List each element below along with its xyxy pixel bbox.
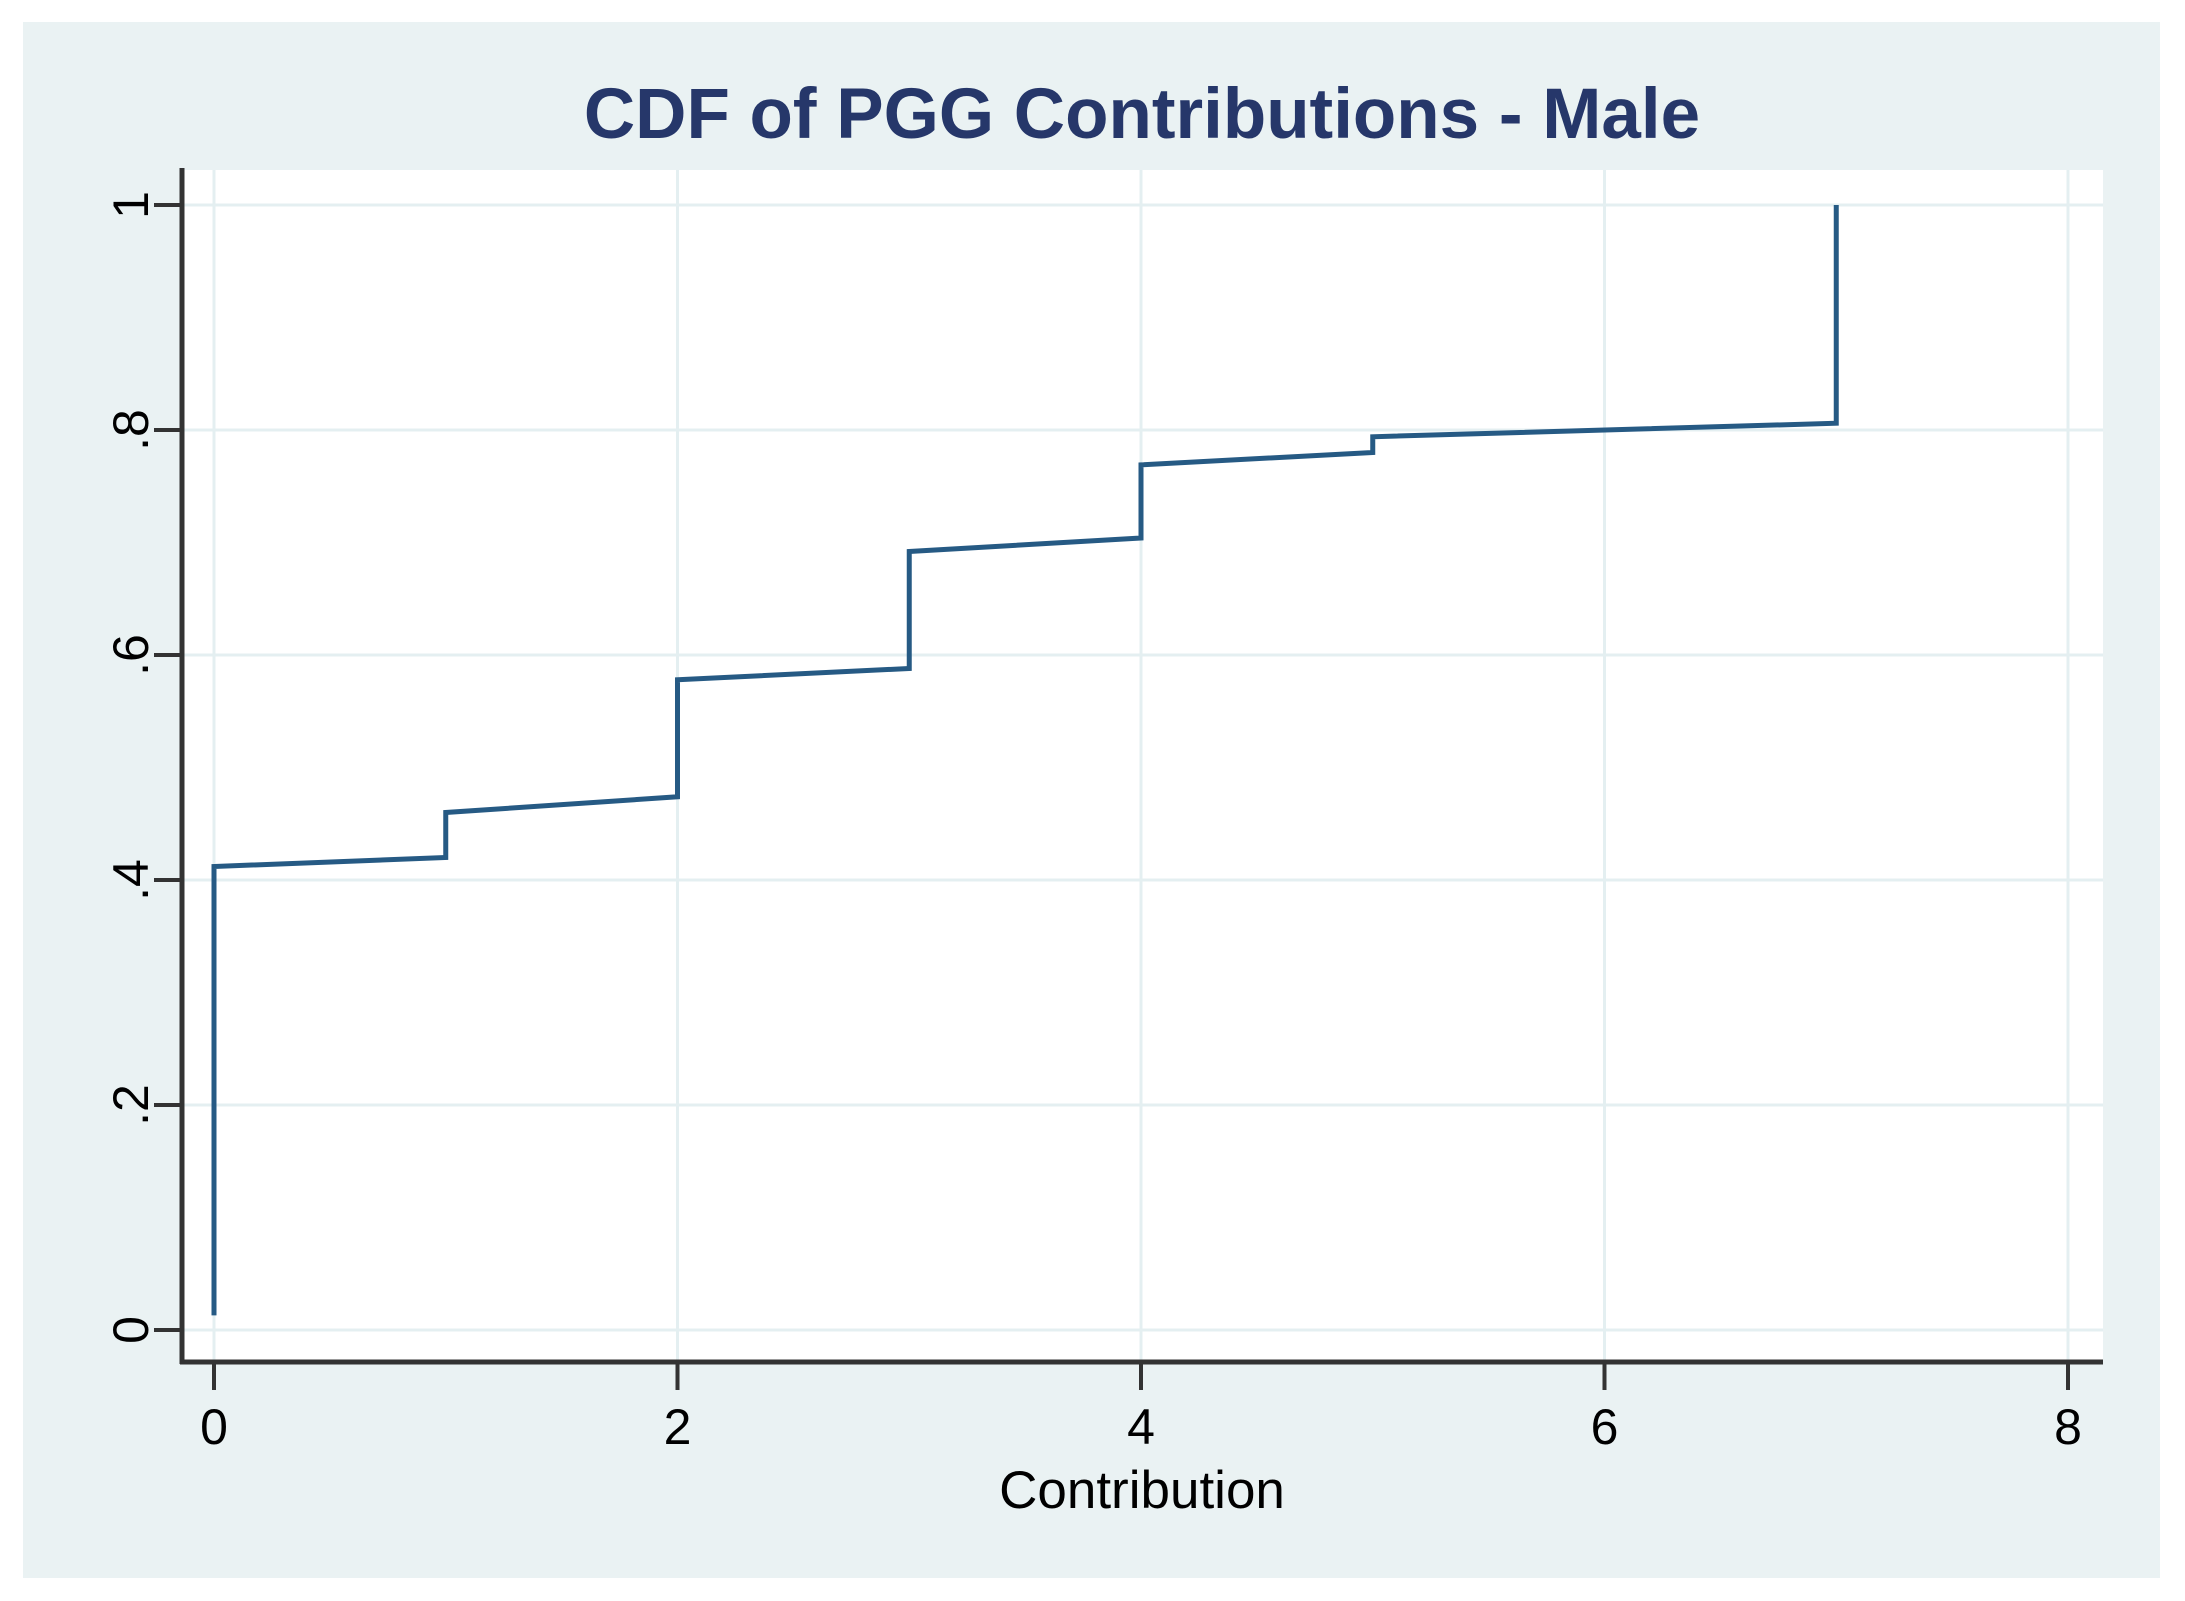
- x-axis-title: Contribution: [999, 1461, 1285, 1520]
- x-tick-label: 8: [2054, 1399, 2082, 1455]
- tick-labels: 0 2 4 6 8 0 .2 .4 .6 .8 1: [103, 191, 2082, 1455]
- x-tick-label: 0: [200, 1399, 228, 1455]
- x-tick-label: 2: [664, 1399, 692, 1455]
- gridlines: [182, 170, 2103, 1362]
- x-tick-label: 4: [1127, 1399, 1155, 1455]
- y-tick-label: 1: [103, 191, 159, 219]
- y-tick-label: .2: [103, 1084, 159, 1126]
- y-tick-label: 0: [103, 1316, 159, 1344]
- tick-marks: [154, 203, 2070, 1390]
- x-tick-label: 6: [1591, 1399, 1619, 1455]
- chart-title: CDF of PGG Contributions - Male: [584, 75, 1700, 154]
- y-tick-label: .6: [103, 634, 159, 676]
- cdf-series: [211, 205, 1839, 1316]
- y-tick-label: .4: [103, 859, 159, 901]
- y-tick-label: .8: [103, 409, 159, 451]
- cdf-line: [211, 205, 1839, 1316]
